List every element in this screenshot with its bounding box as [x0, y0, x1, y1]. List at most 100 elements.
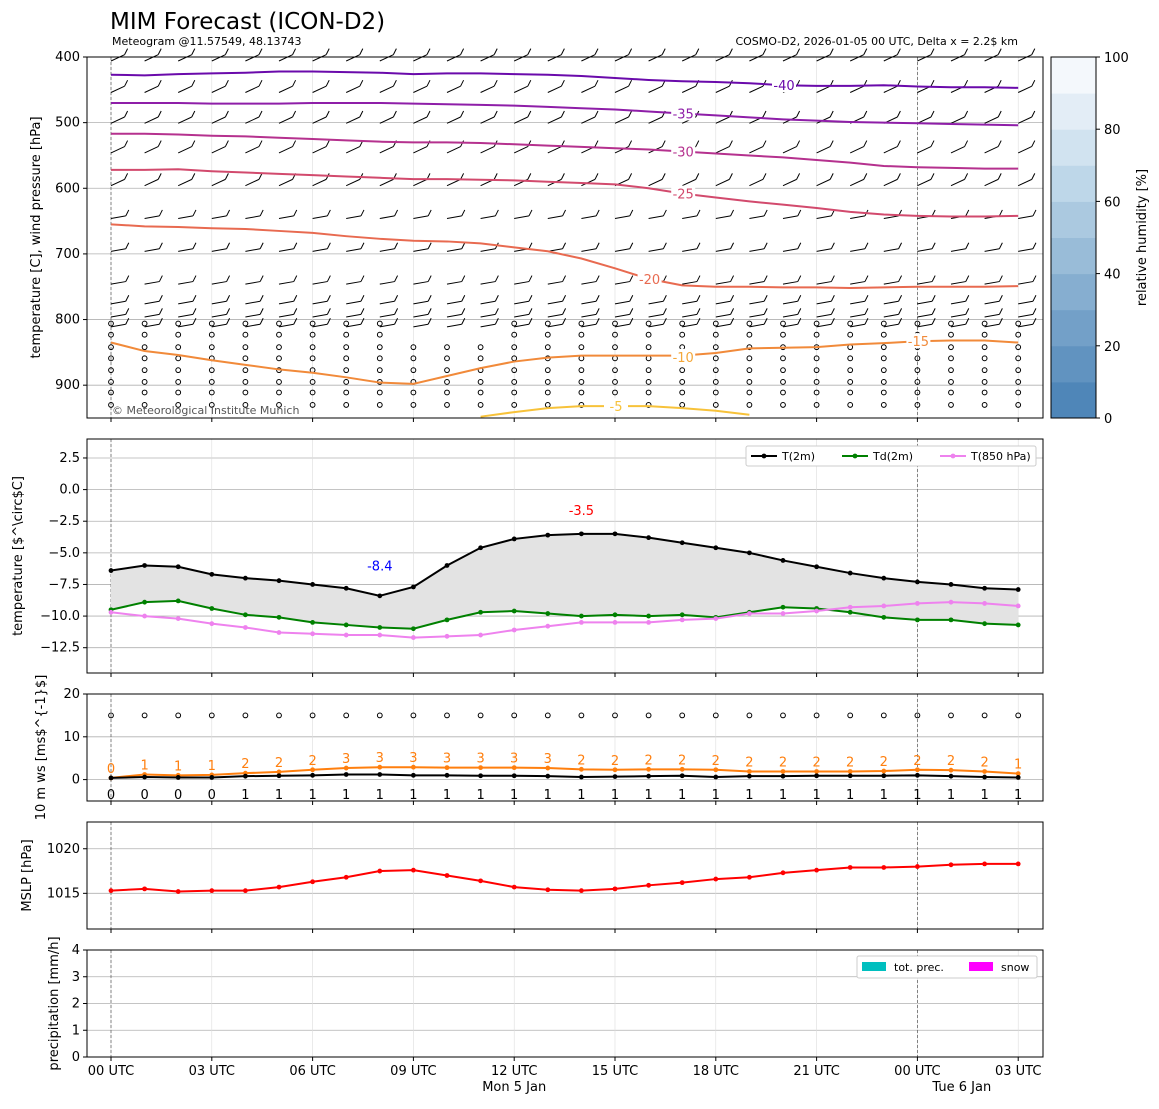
calm-wind-circle — [612, 389, 618, 396]
wind-barb-feather — [931, 295, 936, 302]
mean-value-label: 1 — [846, 788, 854, 803]
wind-point-0 — [948, 767, 954, 773]
wind-barb-shaft — [110, 323, 126, 328]
calm-wind-circle — [242, 355, 249, 362]
mslp-point — [679, 880, 685, 886]
wind-barb-feather — [763, 242, 768, 249]
wind-barb-feather — [292, 48, 297, 55]
panel-frame — [86, 693, 1044, 802]
wind-barb-feather — [797, 295, 802, 302]
wind-barb-shaft — [514, 323, 530, 328]
wind-barb-shaft — [1017, 116, 1033, 124]
wind-barb-feather — [359, 79, 364, 87]
wind-barb-shaft — [1018, 281, 1034, 285]
calm-wind-circle — [914, 379, 921, 385]
wind-barb-feather — [125, 308, 130, 315]
series-point-1 — [343, 622, 349, 628]
wind-barb-shaft — [346, 215, 362, 220]
wind-barb-shaft — [480, 85, 495, 93]
wind-barb-shaft — [1018, 313, 1034, 318]
x-tick-label: 09 UTC — [390, 1064, 436, 1079]
colorbar-tick-label: 20 — [1104, 340, 1121, 355]
calm-wind-circle — [1015, 402, 1022, 408]
mslp-point — [343, 874, 349, 880]
wind-barb-shaft — [950, 146, 965, 154]
wind-barb-feather — [930, 48, 935, 55]
series-point-0 — [982, 585, 987, 591]
y-tick-label: −12.5 — [40, 641, 80, 656]
wind-point-1 — [310, 772, 315, 778]
series-point-0 — [243, 575, 248, 581]
calm-wind-circle — [780, 367, 786, 374]
calm-wind-circle — [1015, 320, 1022, 327]
series-point-1 — [646, 613, 651, 619]
wind-barb-shaft — [345, 178, 361, 187]
isotherm-label-bg — [671, 143, 696, 159]
wind-point-1 — [612, 774, 618, 780]
series-point-2 — [343, 632, 349, 638]
wind-barb-shaft — [413, 323, 429, 328]
series-point-2 — [814, 608, 819, 614]
wind-barb-shaft — [211, 54, 226, 62]
gust-value-label: 2 — [644, 753, 652, 768]
wind-barb-feather — [896, 110, 901, 118]
mean-value-label: 1 — [476, 788, 484, 803]
wind-barb-feather — [360, 275, 365, 282]
y-tick-label: 1015 — [47, 886, 80, 901]
mean-value-label: 1 — [644, 788, 652, 803]
wind-barb-shaft — [715, 300, 731, 305]
wind-point-0 — [780, 769, 786, 774]
wind-barb-feather — [226, 275, 231, 282]
series-point-2 — [780, 611, 786, 616]
wind-barb-shaft — [413, 85, 428, 93]
wind-barb-shaft — [816, 178, 831, 187]
wind-barb-shaft — [110, 281, 126, 285]
mslp-point — [175, 889, 181, 894]
calm-wind-circle — [948, 367, 954, 374]
mean-value-label: 1 — [880, 788, 888, 803]
wind-barb-shaft — [345, 116, 361, 124]
mslp-point — [511, 884, 517, 890]
colorbar-tick-label: 80 — [1104, 123, 1121, 138]
calm-wind-circle — [578, 331, 585, 338]
wind-barb-shaft — [917, 281, 933, 285]
wind-barb-shaft — [682, 323, 698, 328]
calm-wind-circle — [813, 355, 820, 362]
calm-wind-circle — [746, 389, 753, 396]
wind-point-0 — [411, 764, 416, 770]
series-point-1 — [377, 625, 383, 630]
gust-value-label: 2 — [812, 755, 820, 770]
colorbar-band — [1051, 57, 1096, 94]
wind-barb-shaft — [211, 248, 227, 252]
calm-wind-circle — [578, 712, 585, 719]
wind-barb-shaft — [514, 300, 530, 305]
wind-barb-shaft — [782, 54, 797, 62]
calm-wind-circle — [544, 712, 551, 719]
calm-wind-circle — [410, 712, 417, 719]
wind-barb-feather — [965, 295, 970, 302]
calm-wind-circle — [712, 320, 719, 327]
wind-barb-shaft — [749, 146, 764, 154]
calm-wind-circle — [914, 367, 921, 374]
series-line-0 — [110, 532, 1019, 597]
wind-barb-feather — [528, 209, 533, 217]
wind-barb-feather — [461, 317, 466, 325]
series-point-2 — [679, 617, 685, 623]
wind-point-1 — [679, 773, 685, 779]
wind-barb-shaft — [749, 323, 765, 328]
wind-barb-feather — [696, 317, 701, 325]
legend-box — [745, 445, 1037, 467]
wind-barb-feather — [696, 308, 701, 315]
wind-barb-shaft — [883, 85, 898, 93]
calm-wind-circle — [578, 389, 585, 396]
isotherm-line — [111, 101, 1019, 127]
series-point-2 — [511, 627, 517, 633]
wind-barb-shaft — [211, 146, 226, 154]
calm-wind-circle — [141, 344, 148, 351]
wind-barb-shaft — [312, 116, 327, 124]
wind-barb-shaft — [749, 300, 765, 305]
wind-barb-feather — [662, 242, 667, 249]
gust-value-label: 3 — [476, 752, 484, 767]
series-point-0 — [545, 532, 551, 538]
legend-marker — [852, 453, 858, 459]
